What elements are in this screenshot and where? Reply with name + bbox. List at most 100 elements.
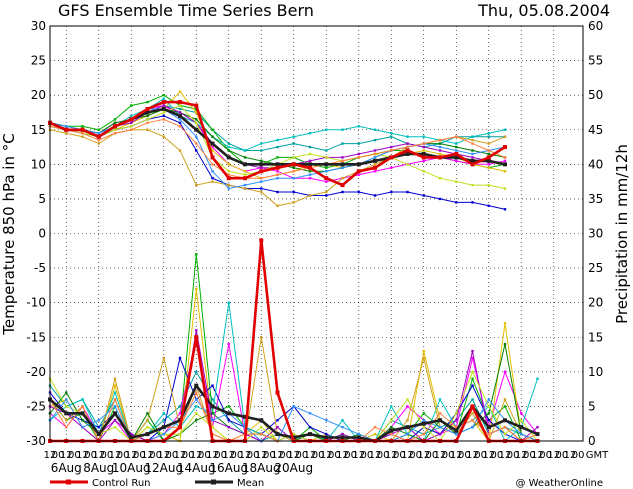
precip-mean-pt-13 xyxy=(259,418,264,423)
precip-member-6-pt-2 xyxy=(81,398,84,401)
x-tick-28: 12 xyxy=(271,450,284,461)
x-tick-23: 00 xyxy=(231,450,244,461)
x-tick-39: 00 xyxy=(361,450,374,461)
precip-member-7-pt-7 xyxy=(162,356,165,360)
x-tick-48: 12 xyxy=(434,450,447,461)
temp-member-7-pt-20 xyxy=(373,163,377,166)
precip-member-5-pt-14 xyxy=(276,419,279,422)
precip-member-6-pt-24 xyxy=(438,398,442,401)
temp-member-8-pt-26 xyxy=(471,149,474,152)
temp-mean-pt-8 xyxy=(178,113,182,118)
precip-member-8-pt-27 xyxy=(487,412,490,415)
x-tick-16: 12 xyxy=(174,450,187,461)
temp-member-10-pt-28 xyxy=(503,187,507,190)
temp-member-9-pt-19 xyxy=(357,152,360,156)
x-tick-3: 00 xyxy=(68,450,81,461)
precip-member-7-pt-26 xyxy=(471,412,474,415)
temp-member-7-pt-6 xyxy=(146,128,149,131)
y-left-tick-1: 25 xyxy=(31,54,46,68)
temp-mean-pt-22 xyxy=(405,151,410,156)
temp-member-7-pt-3 xyxy=(97,142,100,145)
x-tick-41: 00 xyxy=(377,450,390,461)
precip-member-5-pt-3 xyxy=(97,425,100,429)
precip-member-1-pt-8 xyxy=(178,405,182,408)
temp-member-4-pt-11 xyxy=(227,163,230,166)
precip-members xyxy=(48,253,539,443)
x-tick-27: 00 xyxy=(263,450,276,461)
precip-member-6-pt-11 xyxy=(227,301,230,304)
temp-member-1-pt-15 xyxy=(292,142,295,145)
precip-member-10-pt-23 xyxy=(422,425,425,429)
temp-member-7-pt-17 xyxy=(325,190,328,194)
precip-mean-pt-27 xyxy=(486,425,491,430)
precip-mean-pt-4 xyxy=(113,411,117,416)
precip-member-7-pt-1 xyxy=(65,419,68,422)
precip-member-10-pt-21 xyxy=(390,419,393,422)
precip-member-6-pt-21 xyxy=(390,405,393,408)
precip-member-8-pt-6 xyxy=(146,412,149,415)
temp-member-10-pt-12 xyxy=(243,173,247,176)
precip-member-12-pt-21 xyxy=(390,432,393,436)
temp-member-11-pt-1 xyxy=(65,125,68,128)
temp-member-10-pt-23 xyxy=(422,170,425,173)
temp-member-5-pt-20 xyxy=(373,194,377,197)
y-right-tick-3: 45 xyxy=(588,123,603,137)
y-right-tick-10: 10 xyxy=(588,365,603,379)
temp-control-pt-26 xyxy=(470,162,475,167)
y-right-tick-6: 30 xyxy=(588,227,603,241)
temp-member-12-pt-3 xyxy=(97,138,100,142)
precip-member-11-pt-26 xyxy=(471,425,474,429)
precip-member-7-pt-28 xyxy=(503,398,507,401)
y-left-tick-5: 5 xyxy=(38,192,46,206)
temp-member-8-pt-10 xyxy=(211,135,214,138)
temp-control-pt-3 xyxy=(96,134,101,139)
temp-member-6-pt-13 xyxy=(260,142,263,145)
precip-mean-pt-23 xyxy=(421,421,426,426)
temp-member-1-pt-18 xyxy=(341,142,344,145)
precip-member-6-pt-9 xyxy=(195,405,198,408)
x-tick-6: 12 xyxy=(92,450,105,461)
temp-member-1-pt-16 xyxy=(308,145,312,149)
precip-member-1-pt-9 xyxy=(195,370,198,374)
precip-member-7-pt-6 xyxy=(146,419,149,422)
temp-member-8-pt-25 xyxy=(455,145,458,149)
temp-member-5-pt-24 xyxy=(438,197,442,201)
precip-member-8-pt-21 xyxy=(390,425,393,429)
precip-member-12-pt-4 xyxy=(113,398,117,401)
temp-member-3-pt-23 xyxy=(422,159,425,163)
x-tick-58: 12 xyxy=(515,450,528,461)
y-right-tick-2: 50 xyxy=(588,88,603,102)
precip-member-12-pt-23 xyxy=(422,432,425,436)
temp-member-12-pt-28 xyxy=(503,156,507,159)
temp-control-pt-21 xyxy=(389,155,394,160)
precip-member-3-pt-28 xyxy=(503,370,507,374)
temp-member-4-pt-28 xyxy=(503,170,507,173)
precip-member-2-pt-9 xyxy=(195,253,198,256)
temp-member-9-pt-21 xyxy=(390,145,393,149)
x-tick-56: 12 xyxy=(499,450,512,461)
temp-member-5-pt-8 xyxy=(178,121,182,125)
precip-mean-pt-12 xyxy=(243,414,247,419)
precip-member-11-pt-22 xyxy=(406,432,409,436)
temp-member-6-pt-16 xyxy=(308,132,312,135)
temp-member-12-pt-15 xyxy=(292,170,295,173)
x-tick-1: 00 xyxy=(52,450,65,461)
x-tick-17: 00 xyxy=(182,450,195,461)
temp-member-2-pt-3 xyxy=(97,128,100,131)
temp-control-pt-23 xyxy=(421,155,426,160)
precip-mean-pt-24 xyxy=(438,418,442,423)
precip-mean-pt-30 xyxy=(535,432,540,437)
temp-control-pt-1 xyxy=(64,127,69,132)
x-tick-5: 00 xyxy=(84,450,97,461)
precip-member-11-pt-10 xyxy=(211,419,214,422)
precip-member-9-pt-30 xyxy=(536,425,539,429)
x-date-7: 20Aug xyxy=(274,461,313,475)
x-tick-19: 00 xyxy=(198,450,211,461)
x-tick-49: 00 xyxy=(442,450,455,461)
temp-member-7-pt-16 xyxy=(308,194,312,197)
temp-member-6-pt-23 xyxy=(422,135,425,138)
precip-mean-pt-17 xyxy=(324,435,329,440)
temp-member-9-pt-26 xyxy=(471,156,474,159)
precip-member-10-pt-22 xyxy=(406,398,409,401)
precip-member-11-pt-29 xyxy=(520,432,523,436)
